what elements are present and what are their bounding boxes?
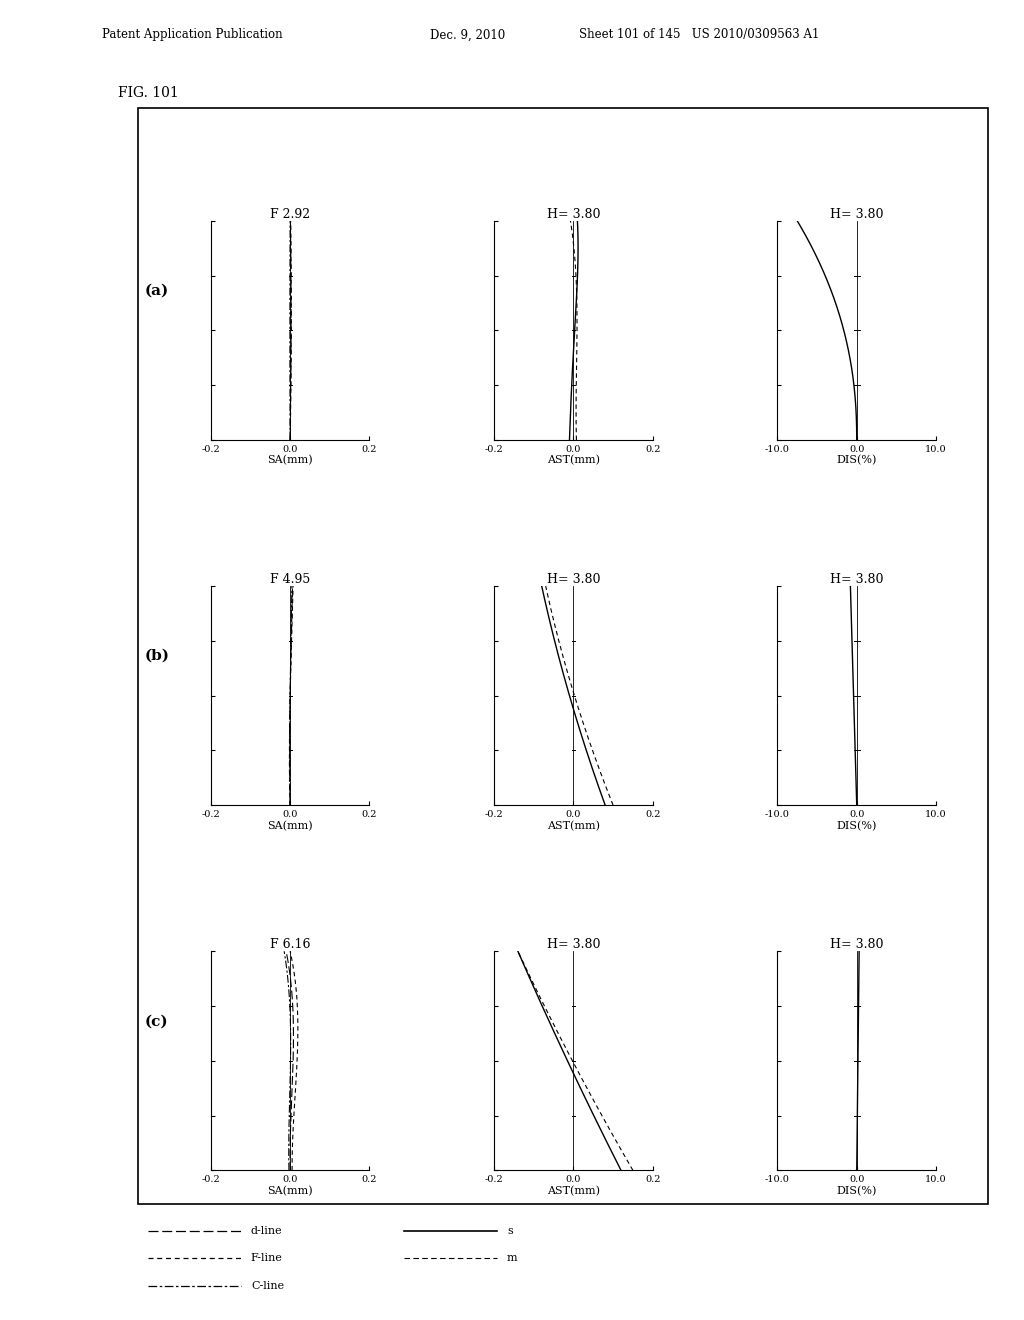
Text: (b): (b) [144,649,169,663]
Text: F-line: F-line [251,1253,283,1263]
Text: (c): (c) [144,1014,169,1028]
Text: Sheet 101 of 145   US 2010/0309563 A1: Sheet 101 of 145 US 2010/0309563 A1 [579,29,819,41]
X-axis label: SA(mm): SA(mm) [267,455,313,466]
X-axis label: AST(mm): AST(mm) [547,455,600,466]
Title: H= 3.80: H= 3.80 [830,573,884,586]
X-axis label: DIS(%): DIS(%) [837,1185,877,1196]
X-axis label: AST(mm): AST(mm) [547,821,600,830]
Text: Patent Application Publication: Patent Application Publication [102,29,283,41]
X-axis label: AST(mm): AST(mm) [547,1185,600,1196]
Text: m: m [507,1253,517,1263]
Title: H= 3.80: H= 3.80 [547,207,600,220]
Text: (a): (a) [144,284,169,298]
Text: C-line: C-line [251,1282,284,1291]
Title: F 2.92: F 2.92 [270,207,310,220]
Title: H= 3.80: H= 3.80 [830,939,884,952]
Text: FIG. 101: FIG. 101 [118,86,178,100]
X-axis label: DIS(%): DIS(%) [837,821,877,830]
Title: F 6.16: F 6.16 [270,939,310,952]
Title: F 4.95: F 4.95 [270,573,310,586]
X-axis label: SA(mm): SA(mm) [267,1185,313,1196]
X-axis label: SA(mm): SA(mm) [267,821,313,830]
Title: H= 3.80: H= 3.80 [547,939,600,952]
Title: H= 3.80: H= 3.80 [547,573,600,586]
Text: Dec. 9, 2010: Dec. 9, 2010 [430,29,505,41]
Title: H= 3.80: H= 3.80 [830,207,884,220]
Text: d-line: d-line [251,1226,283,1236]
Text: s: s [507,1226,513,1236]
X-axis label: DIS(%): DIS(%) [837,455,877,466]
